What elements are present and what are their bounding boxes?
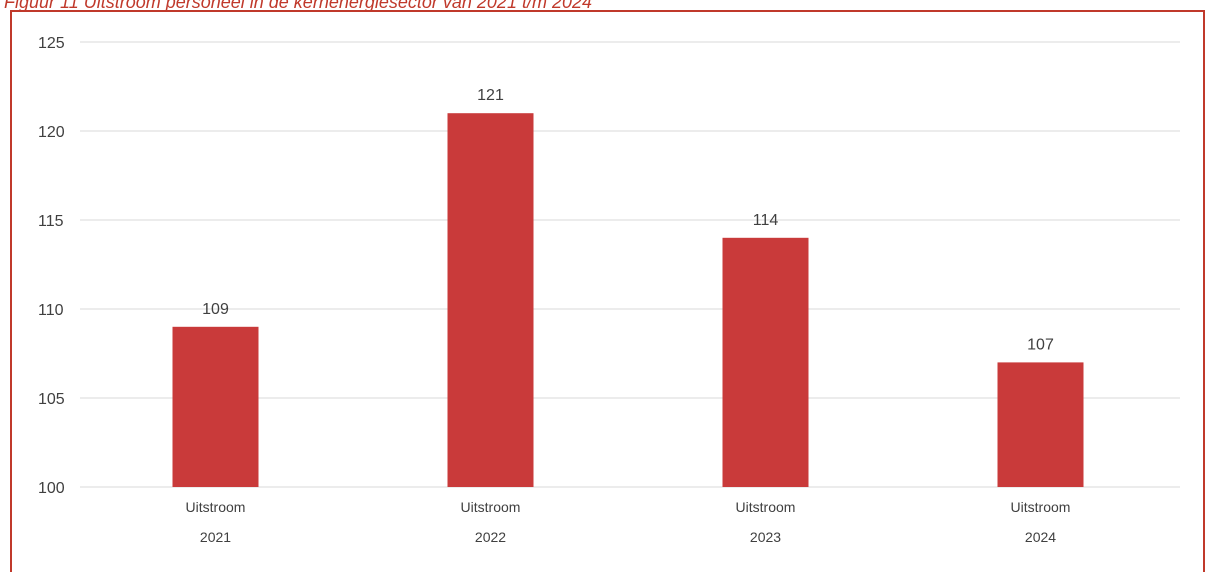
x-tick-label: 2022 [475, 529, 506, 545]
x-tick-label: Uitstroom [1011, 499, 1071, 515]
x-axis: Uitstroom 2021 Uitstroom 2022 Uitstroom 2023 U… [186, 499, 1071, 545]
x-tick-label: 2024 [1025, 529, 1056, 545]
y-tick-label: 125 [38, 35, 65, 52]
data-labels: 109 121 114 107 [202, 87, 1054, 353]
y-tick-label: 110 [38, 302, 64, 319]
data-label: 121 [477, 87, 504, 104]
x-tick-label: 2023 [750, 529, 781, 545]
data-label: 107 [1027, 336, 1054, 353]
y-tick-label: 100 [38, 480, 65, 497]
x-tick-label: 2021 [200, 529, 231, 545]
x-tick-label: Uitstroom [736, 499, 796, 515]
y-tick-label: 120 [38, 124, 65, 141]
y-tick-label: 105 [38, 391, 65, 408]
gridlines [80, 41, 1180, 488]
bars [172, 113, 1084, 487]
bar [172, 326, 259, 487]
bar [447, 113, 534, 487]
y-axis: 100 105 110 115 120 125 [38, 35, 65, 497]
data-label: 114 [753, 212, 779, 229]
x-tick-label: Uitstroom [186, 499, 246, 515]
data-label: 109 [202, 301, 229, 318]
figure-caption: Figuur 11 Uitstroom personeel in de kern… [4, 0, 592, 12]
bar [997, 362, 1084, 487]
bar [722, 237, 809, 487]
y-tick-label: 115 [38, 213, 64, 230]
x-tick-label: Uitstroom [461, 499, 521, 515]
